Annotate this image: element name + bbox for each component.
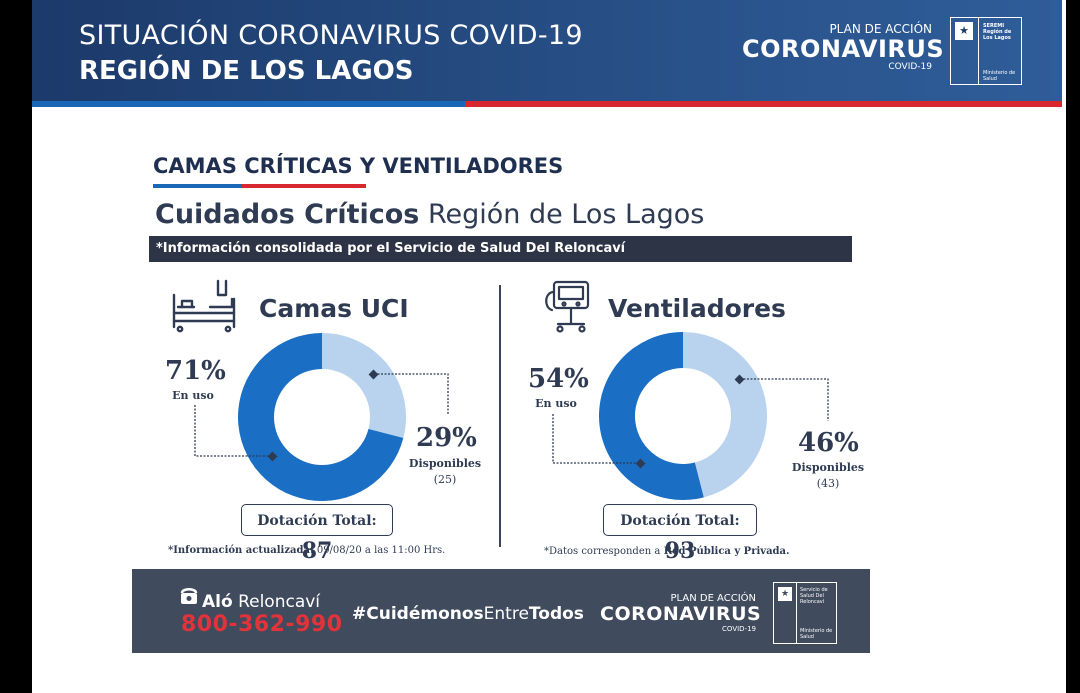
ministry-bottom-text: Ministerio de Salud xyxy=(983,70,1016,82)
main-title: Cuidados Críticos Región de Los Lagos xyxy=(155,199,704,230)
alo-bold: Aló xyxy=(202,592,233,612)
hashtag-c: Todos xyxy=(528,604,584,624)
uci-total-box: Dotación Total: 87 xyxy=(241,504,393,564)
footer-covid-label: COVID-19 xyxy=(722,625,756,633)
vent-footnote-rest-a: *Datos corresponden a xyxy=(544,546,661,557)
uci-avail-count: (25) xyxy=(433,473,457,486)
ventilator-icon xyxy=(545,280,590,333)
vent-used-label: En uso xyxy=(535,397,577,410)
header-banner xyxy=(32,0,1062,104)
alo-rest: Reloncaví xyxy=(232,592,321,612)
info-bar: *Información consolidada por el Servicio… xyxy=(149,236,852,262)
vent-footnote-bold: Red Pública y Privada. xyxy=(660,546,790,557)
uci-used-label: En uso xyxy=(172,389,214,402)
footer-ministry-top: Servicio de Salud Del Reloncaví xyxy=(800,587,828,605)
header-stripe xyxy=(32,101,1062,107)
coronavirus-label: CORONAVIRUS xyxy=(742,35,945,63)
vent-avail-label: Disponibles xyxy=(791,461,865,474)
uci-slice-disponibles xyxy=(322,333,406,438)
vent-total-value: 93 xyxy=(664,538,696,564)
ministry-top-text: SEREMI Región de Los Lagos xyxy=(983,23,1012,41)
covid-label: COVID-19 xyxy=(888,62,932,72)
ventilator-panel-title: Ventiladores xyxy=(608,294,786,323)
right-border xyxy=(1066,0,1080,693)
uci-footnote-rest: 09/08/20 a las 11:00 Hrs. xyxy=(313,545,446,556)
main-title-rest: Región de Los Lagos xyxy=(419,199,705,230)
vent-avail-pct: 46% xyxy=(798,428,859,458)
uci-used-pct: 71% xyxy=(165,356,226,386)
uci-total-label: Dotación Total: xyxy=(257,513,377,529)
main-title-bold: Cuidados Críticos xyxy=(155,199,420,230)
phone-icon xyxy=(180,588,198,604)
uci-footnote: *Información actualizada: 09/08/20 a las… xyxy=(168,545,445,556)
section-title: CAMAS CRÍTICAS Y VENTILADORES xyxy=(153,154,564,178)
vent-footnote: *Datos corresponden a Red Pública y Priv… xyxy=(544,546,790,557)
ministry-shield-icon: ★ xyxy=(955,22,973,40)
header-title-line2: REGIÓN DE LOS LAGOS xyxy=(79,56,414,86)
uci-avail-label: Disponibles xyxy=(408,457,482,470)
vent-slice-disponibles xyxy=(683,332,768,498)
vent-used-pct: 54% xyxy=(528,364,589,394)
vent-slice-en-uso xyxy=(599,332,704,500)
footer-banner xyxy=(132,569,870,653)
vent-avail-count: (43) xyxy=(816,477,840,490)
footer-coronavirus-label: CORONAVIRUS xyxy=(600,603,762,625)
hashtag: #CuidémonosEntreTodos xyxy=(352,604,584,624)
footer-plan-label: PLAN DE ACCIÓN xyxy=(670,593,756,604)
section-underline xyxy=(153,184,366,188)
header-title-line1: SITUACIÓN CORONAVIRUS COVID-19 xyxy=(79,20,583,51)
plan-accion-logo: PLAN DE ACCIÓN CORONAVIRUS COVID-19 xyxy=(742,22,945,72)
phone-number: 800-362-990 xyxy=(181,612,343,637)
hashtag-a: #Cuidémonos xyxy=(352,604,484,624)
ministry-logo: ★ SEREMI Región de Los Lagos Ministerio … xyxy=(950,17,1022,85)
vent-total-label: Dotación Total: xyxy=(620,513,740,529)
alo-reloncavi: Aló Reloncaví xyxy=(202,592,320,612)
footer-ministry-bottom: Ministerio de Salud xyxy=(800,628,833,640)
left-border xyxy=(0,0,32,693)
uci-slice-en-uso xyxy=(238,333,404,501)
panel-divider xyxy=(499,285,501,547)
footer-ministry-shield-icon: ★ xyxy=(778,587,792,601)
ventilator-donut-chart xyxy=(599,332,768,500)
vent-total-box: Dotación Total: 93 xyxy=(603,504,757,564)
uci-panel-title: Camas UCI xyxy=(259,294,409,323)
uci-footnote-bold: *Información actualizada: xyxy=(168,545,314,556)
footer-plan-logo: PLAN DE ACCIÓN CORONAVIRUS COVID-19 xyxy=(600,593,762,633)
uci-total-value: 87 xyxy=(301,538,333,564)
hospital-bed-icon xyxy=(172,279,236,333)
plan-label: PLAN DE ACCIÓN xyxy=(829,22,932,36)
hashtag-b: Entre xyxy=(483,604,529,624)
uci-donut-chart xyxy=(238,333,406,501)
footer-ministry-logo: ★ Servicio de Salud Del Reloncaví Minist… xyxy=(773,582,837,644)
uci-avail-pct: 29% xyxy=(416,423,477,453)
